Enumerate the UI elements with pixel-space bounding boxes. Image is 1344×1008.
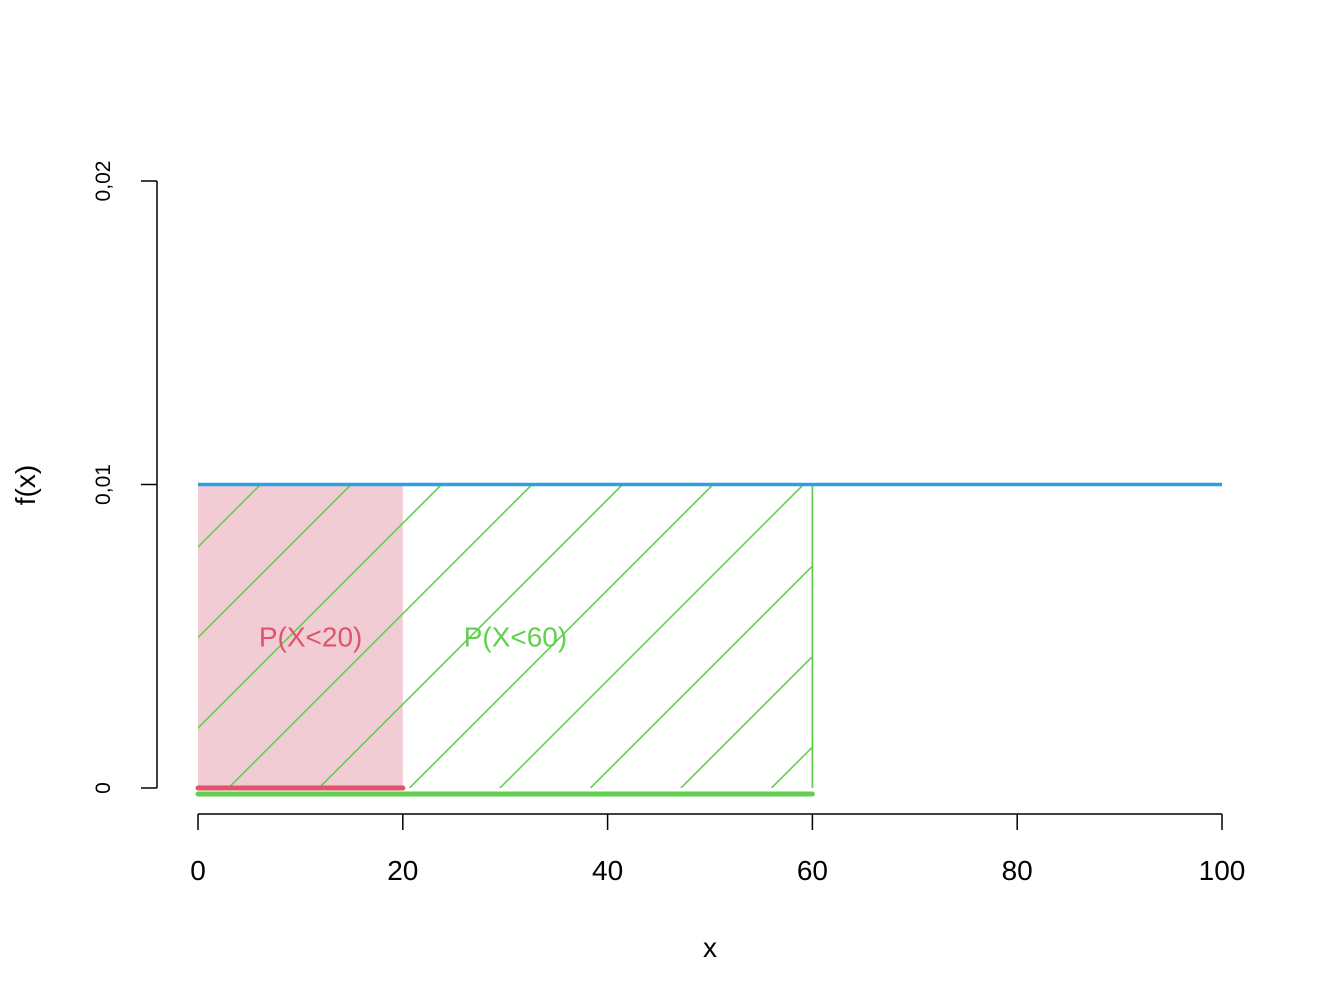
hatch-line — [198, 484, 352, 639]
hatch-line — [227, 484, 533, 788]
x-tick-label: 100 — [1199, 855, 1246, 886]
x-tick-label: 0 — [190, 855, 206, 886]
region-label-0: P(X<20) — [259, 621, 363, 652]
hatch-line — [589, 564, 813, 788]
x-tick-label: 40 — [592, 855, 623, 886]
hatch-line — [318, 484, 624, 788]
x-tick-label: 20 — [387, 855, 418, 886]
y-tick-label: 0,01 — [92, 464, 115, 505]
x-tick-label: 80 — [1002, 855, 1033, 886]
hatch-line — [680, 655, 813, 788]
y-tick-label: 0 — [92, 782, 115, 794]
region-label-1: P(X<60) — [464, 621, 568, 652]
hatch-line — [198, 484, 443, 730]
hatch-line — [0, 485, 170, 789]
y-axis-label: f(x) — [10, 465, 41, 505]
hatch-line — [770, 745, 813, 788]
y-tick-label: 0,02 — [92, 161, 115, 202]
region-hatch-1 — [0, 484, 813, 789]
hatch-line — [499, 484, 805, 788]
x-tick-label: 60 — [797, 855, 828, 886]
x-axis-label: x — [703, 932, 717, 963]
hatch-line — [408, 484, 714, 788]
hatch-line — [198, 484, 262, 549]
